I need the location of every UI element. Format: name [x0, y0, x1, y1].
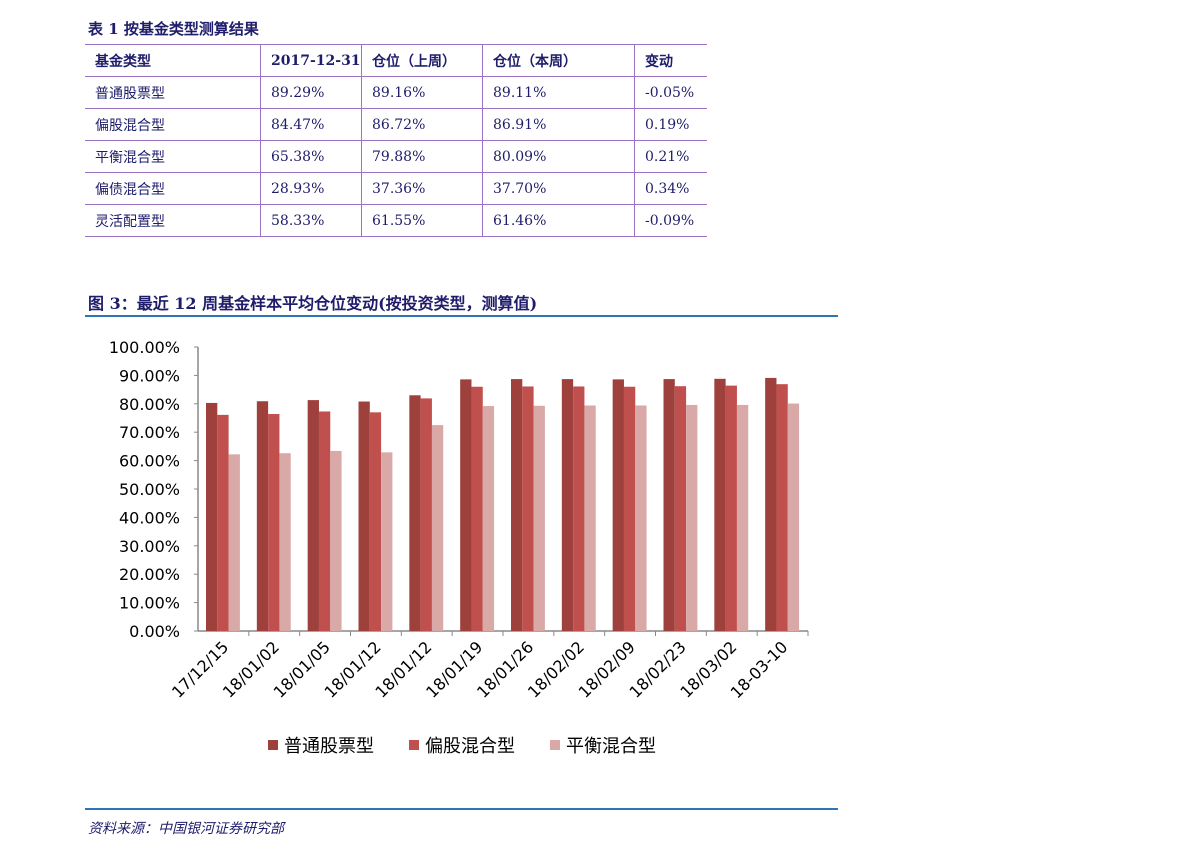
table-cell: 偏债混合型	[85, 172, 261, 205]
bar	[612, 379, 624, 631]
y-tick-label: 10.00%	[119, 594, 180, 613]
bar	[471, 386, 483, 631]
bar	[511, 379, 523, 631]
bar	[736, 404, 749, 631]
bar	[431, 425, 444, 631]
bar	[765, 377, 777, 631]
bar	[787, 403, 800, 631]
bar	[714, 378, 726, 631]
y-tick-label: 70.00%	[119, 423, 180, 442]
table-cell: 灵活配置型	[85, 204, 261, 237]
table-cell: 79.88%	[361, 140, 483, 173]
chart-title: 图 3：最近 12 周基金样本平均仓位变动(按投资类型，测算值)	[88, 294, 538, 313]
bar	[256, 401, 269, 631]
legend-label: 普通股票型	[284, 736, 374, 757]
footer-rule	[85, 808, 838, 810]
bar	[561, 379, 574, 631]
table-cell: 58.33%	[260, 204, 362, 237]
table-cell: 37.70%	[482, 172, 635, 205]
bar	[522, 386, 534, 631]
header-cell: 仓位（本周）	[482, 44, 635, 77]
bar	[686, 404, 698, 631]
y-tick-label: 60.00%	[119, 452, 180, 471]
bar	[674, 386, 687, 631]
bar	[460, 379, 472, 631]
table-caption: 表 1 按基金类型测算结果	[88, 20, 259, 38]
bar	[307, 400, 319, 631]
table-cell: 偏股混合型	[85, 108, 261, 141]
table-cell: 86.91%	[482, 108, 635, 141]
source-note: 资料来源：中国银河证券研究部	[88, 821, 284, 837]
bar	[482, 406, 495, 631]
legend-label: 偏股混合型	[425, 736, 515, 757]
table-cell: -0.05%	[634, 76, 707, 109]
fund-position-table: 基金类型 2017-12-31 仓位（上周） 仓位（本周） 变动 普通股票型 89…	[85, 44, 707, 237]
bar	[573, 386, 585, 631]
bar	[776, 384, 788, 631]
bar	[381, 452, 393, 631]
bar	[623, 386, 636, 631]
legend-swatch	[409, 740, 419, 750]
bar	[725, 385, 737, 631]
table-cell: 84.47%	[260, 108, 362, 141]
table-row: 灵活配置型 58.33% 61.55% 61.46% -0.09%	[85, 204, 707, 237]
bar-chart: 0.00% 10.00% 20.00% 30.00% 40.00% 50.00% 60.00…	[109, 338, 809, 757]
bar	[330, 450, 342, 631]
bar	[584, 405, 596, 631]
legend-swatch	[550, 740, 560, 750]
table-cell: 65.38%	[260, 140, 362, 173]
y-tick-label: 0.00%	[129, 622, 180, 641]
y-tick-label: 50.00%	[119, 480, 180, 499]
table-row: 偏股混合型 84.47% 86.72% 86.91% 0.19%	[85, 108, 707, 141]
table-cell: 89.29%	[260, 76, 362, 109]
title-rule	[85, 315, 838, 317]
table-cell: 0.19%	[634, 108, 707, 141]
bar	[217, 414, 229, 631]
legend-swatch	[268, 740, 278, 750]
y-tick-label: 80.00%	[119, 395, 180, 414]
bar	[663, 379, 675, 631]
bar	[358, 401, 370, 631]
bar	[635, 405, 647, 631]
bar	[206, 402, 218, 631]
table-cell: 61.46%	[482, 204, 635, 237]
header-cell: 2017-12-31	[260, 44, 362, 77]
header-cell: 仓位（上周）	[361, 44, 483, 77]
bar	[318, 411, 331, 631]
table-cell: 0.34%	[634, 172, 707, 205]
bar	[228, 454, 240, 631]
table-cell: 86.72%	[361, 108, 483, 141]
y-tick-label: 100.00%	[109, 338, 180, 357]
bar	[268, 414, 280, 631]
bar	[420, 398, 432, 631]
table-cell: 37.36%	[361, 172, 483, 205]
table-header-row: 基金类型 2017-12-31 仓位（上周） 仓位（本周） 变动	[85, 44, 707, 77]
y-tick-label: 40.00%	[119, 508, 180, 527]
table-cell: 61.55%	[361, 204, 483, 237]
legend-label: 平衡混合型	[566, 736, 656, 757]
table-cell: 平衡混合型	[85, 140, 261, 173]
bar	[369, 412, 382, 631]
bar	[533, 405, 545, 631]
y-tick-label: 20.00%	[119, 565, 180, 584]
y-tick-label: 90.00%	[119, 366, 180, 385]
y-tick-label: 30.00%	[119, 537, 180, 556]
table-row: 平衡混合型 65.38% 79.88% 80.09% 0.21%	[85, 140, 707, 173]
bar	[409, 395, 421, 631]
bar	[279, 453, 291, 631]
table-cell: -0.09%	[634, 204, 707, 237]
